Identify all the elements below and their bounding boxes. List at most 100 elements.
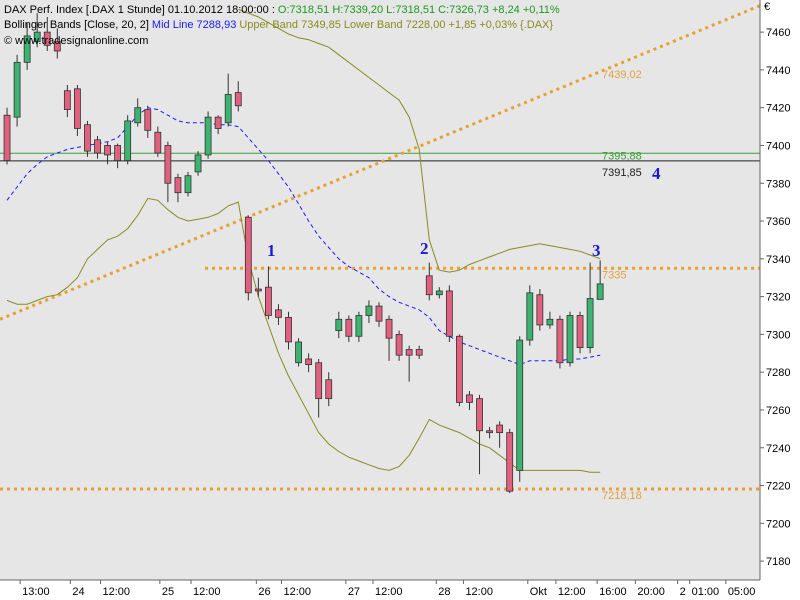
x-tick-label: 13:00 (22, 586, 50, 598)
candle-body (536, 294, 544, 326)
x-tick-label: 24 (72, 586, 84, 598)
candle-body (315, 362, 323, 400)
candle-body (234, 92, 242, 107)
axes: 7180 7200 7220 7240 7260 7280 7300 7320 7340 7360… (19, 27, 790, 598)
level-label: 7218,18 (602, 490, 642, 502)
annotation: 3 (592, 241, 601, 260)
candle-body (305, 358, 313, 366)
candle-body (144, 109, 152, 131)
candle-body (114, 145, 122, 161)
y-tick-label: 7440 (766, 65, 790, 77)
x-tick-label: 25 (162, 586, 174, 598)
currency: € (764, 1, 770, 13)
y-tick-label: 7220 (766, 481, 790, 493)
y-tick-label: 7240 (766, 443, 790, 455)
y-tick-label: 7200 (766, 518, 790, 530)
candle-body (275, 309, 282, 318)
x-tick-label: 12:00 (193, 586, 221, 598)
x-tick-label: 27 (348, 586, 360, 598)
x-tick-label: 12:00 (283, 586, 311, 598)
candle-body (295, 341, 302, 364)
candle-body (526, 292, 534, 341)
candle-body (456, 335, 463, 403)
y-tick-label: 7300 (766, 329, 790, 341)
candle-body (355, 315, 363, 337)
level-label: 7395,88 (602, 150, 642, 162)
candle-body (194, 154, 202, 173)
header-indicator: Bollinger Bands [Close, 20, 2] (4, 19, 149, 31)
header-line: DAX Perf. Index [.DAX 1 Stunde] 01.10.20… (4, 4, 560, 16)
candle-body (445, 290, 453, 337)
x-tick-label: 12:00 (103, 586, 131, 598)
header-copyright: © www.tradesignalonline.com (4, 35, 148, 47)
candle-body (53, 41, 61, 52)
candle-body (556, 318, 564, 364)
candle-body (74, 88, 81, 129)
candle-body (586, 298, 594, 349)
x-tick-label: Okt (530, 586, 547, 598)
candle-body (254, 288, 262, 292)
annotation: 1 (267, 241, 276, 260)
candle-body (174, 177, 182, 194)
candle-body (94, 139, 101, 154)
indicator-line (238, 8, 601, 273)
y-tick-label: 7420 (766, 103, 790, 115)
candle-body (23, 35, 31, 63)
y-tick-label: 7280 (766, 367, 790, 379)
candle-body (325, 379, 333, 400)
x-tick-label: 12:00 (465, 586, 493, 598)
candle-body (516, 339, 524, 471)
candle-body (63, 90, 71, 110)
candle-body (476, 398, 483, 432)
candle-body (365, 305, 373, 316)
candle-body (33, 31, 41, 42)
candle-body (466, 394, 473, 403)
candle-body (204, 116, 212, 156)
candle-body (566, 315, 574, 364)
candle-body (285, 316, 292, 343)
x-tick-label: 26 (258, 586, 270, 598)
y-tick-label: 7360 (766, 216, 790, 228)
candle-body (224, 94, 232, 124)
candle-body (43, 31, 51, 46)
candle-body (506, 432, 514, 492)
candle-body (546, 318, 554, 326)
candle-body (84, 124, 91, 152)
y-tick-label: 7400 (766, 140, 790, 152)
level-label: 7335 (602, 269, 626, 281)
plot-area (0, 0, 760, 580)
annotation: 2 (420, 239, 429, 258)
header-mid-line: Mid Line 7288,93 (152, 19, 236, 31)
x-tick-label: 01:00 (692, 586, 720, 598)
candle-body (576, 315, 584, 349)
x-tick-label: 05:00 (728, 586, 756, 598)
candle-body (435, 290, 443, 296)
header-line: Bollinger Bands [Close, 20, 2] Mid Line 7… (4, 19, 553, 31)
candle-body (385, 318, 393, 339)
indicator-line (6, 197, 601, 473)
candle-body (244, 216, 252, 294)
candle-body (184, 175, 192, 194)
candle-body (345, 318, 353, 337)
y-tick-label: 7180 (766, 556, 790, 568)
candle-body (124, 120, 132, 161)
x-tick-label: 12:00 (558, 586, 586, 598)
candle-body (405, 349, 413, 356)
candle-body (486, 430, 493, 434)
header-bands: Upper Band 7349,85 Lower Band 7228,00 +1… (239, 19, 553, 31)
level-label: 7391,85 (602, 167, 642, 179)
trendline-label: 7439,02 (602, 69, 642, 81)
y-tick-label: 7260 (766, 405, 790, 417)
plot: 7335 7218,18 7395,88 7391,85 7439,02 (0, 4, 760, 502)
candle-body (596, 283, 604, 300)
candle-body (496, 424, 504, 434)
annotation: 4 (652, 164, 661, 183)
x-tick-label: 2 (680, 586, 686, 598)
candle-body (214, 116, 222, 129)
x-tick-label: 12:00 (375, 586, 403, 598)
y-tick-label: 7380 (766, 178, 790, 190)
y-tick-label: 7320 (766, 292, 790, 304)
header-title: DAX Perf. Index [.DAX 1 Stunde] 01.10.20… (4, 4, 275, 16)
candle-body (415, 349, 423, 356)
